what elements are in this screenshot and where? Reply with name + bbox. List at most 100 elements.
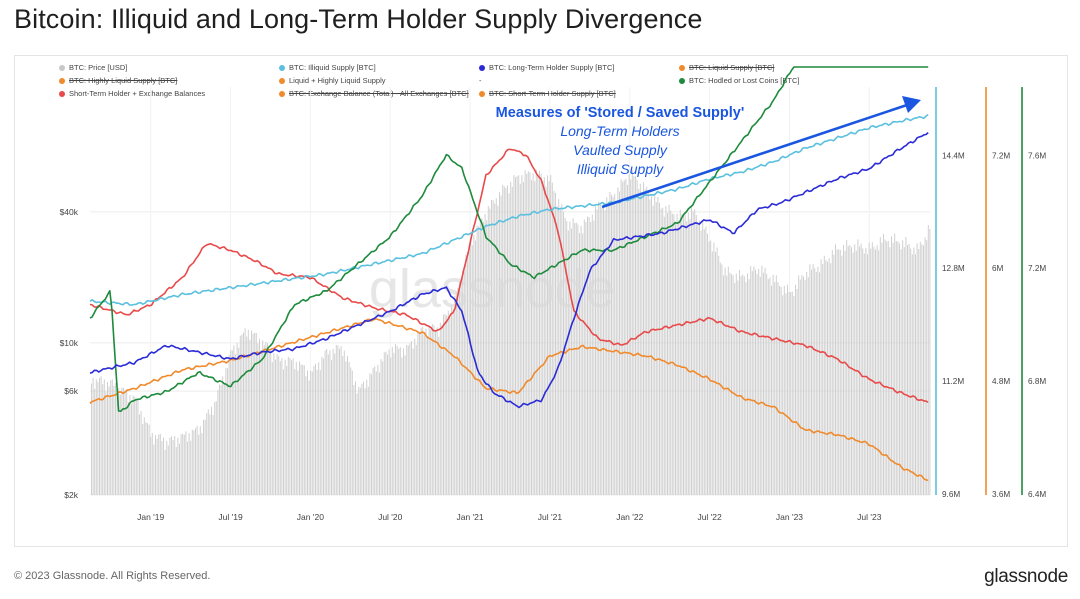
price-tick-label: $2k [64, 490, 78, 500]
price-bar [707, 233, 708, 495]
price-bar [819, 272, 820, 495]
legend-item[interactable]: BTC: Liquid Supply [BTC] [679, 63, 774, 72]
price-bar [465, 254, 467, 495]
price-bar [833, 254, 835, 495]
price-bar [791, 291, 793, 495]
price-bar [459, 281, 460, 495]
price-bar [732, 275, 734, 495]
legend-item[interactable]: BTC: Price [USD] [59, 63, 127, 72]
price-bar [638, 189, 640, 495]
price-bar [399, 347, 401, 495]
price-bar [287, 356, 289, 495]
price-bar [772, 274, 774, 495]
legend-swatch [479, 90, 485, 97]
price-bar [430, 329, 432, 495]
legend-label: Liquid + Highly Liquid Supply [289, 76, 386, 85]
price-bar [118, 387, 120, 495]
price-bar [923, 245, 924, 495]
price-bar [337, 345, 339, 495]
price-bar [230, 350, 232, 495]
price-bar [265, 342, 267, 495]
price-bar [831, 250, 833, 495]
price-bar [446, 315, 448, 495]
price-bar [451, 304, 452, 495]
price-bar [348, 362, 350, 495]
price-bar [553, 190, 555, 495]
price-bar [422, 326, 424, 495]
price-bar [511, 186, 513, 495]
price-bar [151, 432, 153, 495]
legend-item[interactable]: Short-Term Holder + Exchange Balances [59, 89, 205, 98]
right-axis-tick-label: 6.8M [1028, 377, 1046, 386]
price-bar [350, 367, 352, 495]
price-bar [679, 209, 681, 495]
price-bar [713, 242, 715, 495]
legend-label: BTC: Hodled or Lost Coins [BTC] [689, 76, 800, 85]
price-bar [839, 249, 841, 495]
price-bar [358, 386, 360, 495]
price-bar [140, 411, 142, 495]
price-bar [751, 271, 753, 495]
price-bar [737, 280, 739, 495]
price-bar [401, 357, 403, 495]
price-bar [292, 358, 294, 495]
price-bar [110, 380, 112, 495]
price-bar [231, 350, 233, 495]
price-bar [540, 173, 542, 495]
hodled-coins-line [89, 66, 929, 412]
price-bar [694, 209, 696, 495]
price-bar [319, 370, 321, 495]
price-bar [815, 271, 817, 495]
price-bar [215, 401, 217, 495]
price-bar [391, 347, 393, 495]
price-bar [503, 186, 505, 495]
price-bar [479, 219, 481, 495]
price-bar [206, 413, 208, 495]
price-bar [830, 263, 832, 495]
price-bar [473, 235, 475, 495]
price-bar [180, 434, 182, 495]
price-bar [527, 171, 529, 495]
legend-item[interactable]: BTC: Short-Term Holder Supply [BTC] [479, 89, 616, 98]
annotation-line: Long-Term Holders [560, 123, 679, 139]
price-bar [435, 331, 436, 495]
price-bar [127, 401, 129, 495]
price-bar [859, 246, 860, 495]
price-bar [222, 376, 224, 495]
price-bar [209, 414, 211, 495]
price-bar [535, 169, 537, 496]
legend-item[interactable]: BTC: Long-Term Holder Supply [BTC] [479, 63, 614, 72]
price-bar [143, 417, 145, 495]
price-bar [889, 247, 891, 495]
price-bar [585, 222, 587, 495]
price-bar [844, 250, 846, 495]
price-bar [356, 393, 358, 495]
price-bar [444, 314, 446, 495]
legend-item[interactable]: BTC: Highly Liquid Supply [BTC] [59, 76, 177, 85]
price-bar [601, 207, 603, 495]
price-bar [286, 365, 288, 495]
price-bar [868, 242, 870, 495]
price-bar [284, 359, 286, 495]
price-bar [671, 213, 673, 495]
price-bar [729, 272, 731, 495]
price-bar [383, 352, 385, 495]
legend-item[interactable]: - [479, 76, 482, 85]
lth-supply-line [89, 131, 929, 409]
price-bar [124, 391, 126, 495]
legend-item[interactable]: BTC: Exchange Balance (Total) - All Exch… [279, 89, 469, 98]
legend-swatch [279, 77, 285, 84]
price-bar [310, 370, 312, 495]
price-bar [321, 356, 323, 495]
legend-item[interactable]: BTC: Hodled or Lost Coins [BTC] [679, 76, 799, 85]
price-bar [99, 378, 100, 495]
price-bar [428, 325, 430, 495]
price-bar [812, 264, 814, 495]
legend-item[interactable]: Liquid + Highly Liquid Supply [279, 76, 386, 85]
price-bar [447, 310, 449, 495]
copyright: © 2023 Glassnode. All Rights Reserved. [14, 570, 211, 582]
legend-item[interactable]: BTC: Illiquid Supply [BTC] [279, 63, 376, 72]
price-bar [683, 213, 684, 495]
price-bar [662, 207, 664, 495]
price-bar [462, 270, 464, 495]
